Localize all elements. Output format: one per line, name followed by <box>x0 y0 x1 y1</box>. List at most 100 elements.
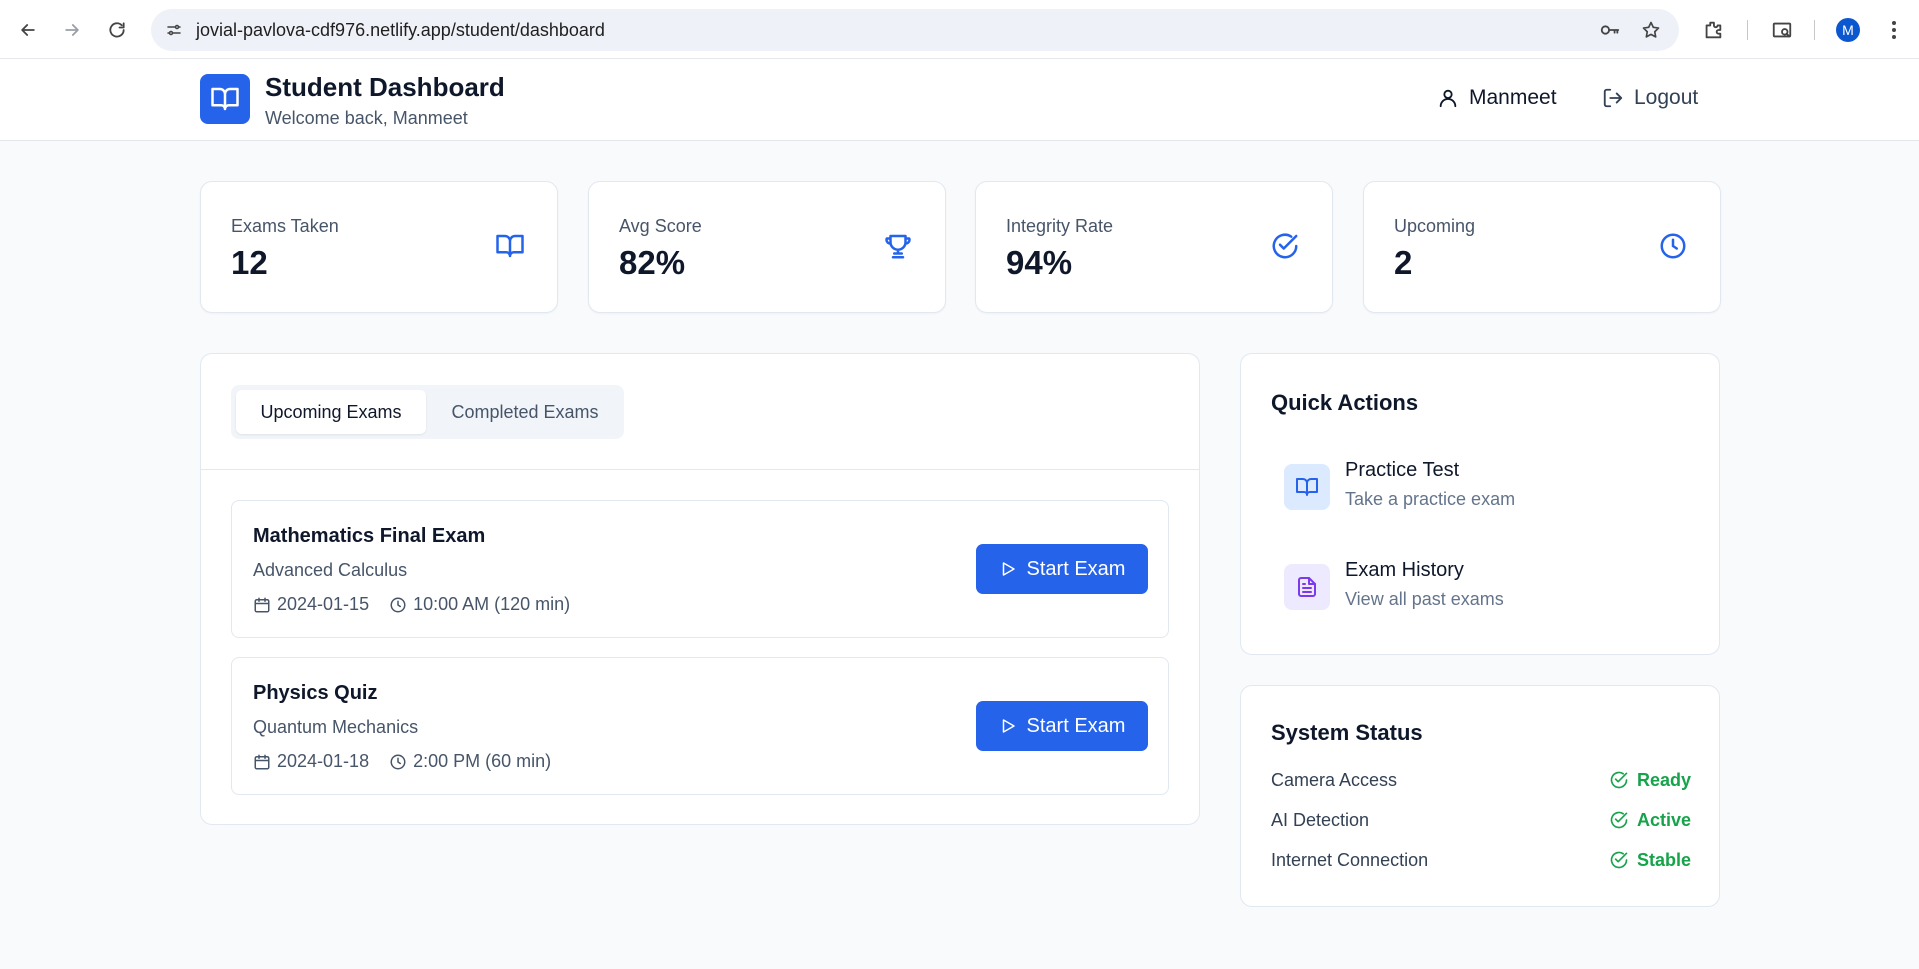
exam-title: Physics Quiz <box>253 682 378 704</box>
exam-subject: Advanced Calculus <box>253 560 408 580</box>
stat-value: 2 <box>1394 244 1413 281</box>
bookmark-star-icon[interactable] <box>1640 19 1662 41</box>
check-circle-icon <box>1610 771 1628 789</box>
exam-meta: 2024-01-15 10:00 AM (120 min) <box>253 594 590 615</box>
check-circle-icon <box>1610 811 1628 829</box>
clock-icon <box>390 754 406 769</box>
address-bar[interactable]: jovial-pavlova-cdf976.netlify.app/studen… <box>151 9 1679 51</box>
exams-panel: Upcoming Exams Completed Exams Mathemati… <box>200 353 1200 825</box>
start-exam-button[interactable]: Start Exam <box>976 544 1148 594</box>
status-name: Camera Access <box>1271 769 1398 790</box>
quick-actions-panel: Quick Actions Practice Test Take a pract… <box>1240 353 1720 655</box>
extensions-icon[interactable] <box>1697 14 1729 46</box>
stat-card-integrity-rate: Integrity Rate 94% <box>975 181 1333 313</box>
welcome-text: Welcome back, Manmeet <box>265 108 468 128</box>
stat-card-avg-score: Avg Score 82% <box>588 181 946 313</box>
practice-test-action[interactable]: Practice Test Take a practice exam <box>1271 450 1691 530</box>
system-status-panel: System Status Camera Access Ready AI Det… <box>1240 685 1720 907</box>
exam-date-text: 2024-01-18 <box>277 751 370 771</box>
exam-meta: 2024-01-18 2:00 PM (60 min) <box>253 751 571 772</box>
back-icon[interactable] <box>12 14 44 46</box>
trophy-icon <box>881 229 915 263</box>
system-status-heading: System Status <box>1271 720 1423 745</box>
qa-desc: View all past exams <box>1345 589 1504 609</box>
url-text[interactable]: jovial-pavlova-cdf976.netlify.app/studen… <box>196 20 605 40</box>
forward-icon[interactable] <box>56 14 88 46</box>
panel-divider <box>201 469 1199 470</box>
exam-subject: Quantum Mechanics <box>253 717 419 737</box>
logout-button[interactable]: Logout <box>1602 86 1698 110</box>
user-icon <box>1439 89 1457 108</box>
toolbar-divider <box>1814 20 1815 40</box>
tab-search-icon[interactable] <box>1766 14 1798 46</box>
tab-upcoming-exams[interactable]: Upcoming Exams <box>236 390 426 434</box>
page-title: Student Dashboard <box>265 72 505 102</box>
exam-card: Mathematics Final Exam Advanced Calculus… <box>231 500 1169 638</box>
book-open-icon <box>211 87 239 111</box>
check-circle-icon <box>1268 229 1302 263</box>
status-row-ai-detection: AI Detection Active <box>1271 807 1691 833</box>
app-header: Student Dashboard Welcome back, Manmeet … <box>0 59 1919 141</box>
key-icon[interactable] <box>1599 19 1621 41</box>
profile-avatar[interactable]: M <box>1832 14 1864 46</box>
status-value: Ready <box>1636 769 1691 790</box>
exam-card: Physics Quiz Quantum Mechanics 2024-01-1… <box>231 657 1169 795</box>
clock-icon <box>390 597 406 612</box>
calendar-icon <box>254 754 270 769</box>
stat-value: 94% <box>1006 244 1073 281</box>
toolbar-divider <box>1747 20 1748 40</box>
menu-kebab-icon[interactable] <box>1878 14 1910 46</box>
play-icon <box>1002 719 1015 733</box>
play-icon <box>1002 562 1015 576</box>
qa-desc: Take a practice exam <box>1345 489 1516 509</box>
exam-title: Mathematics Final Exam <box>253 525 486 547</box>
stat-card-exams-taken: Exams Taken 12 <box>200 181 558 313</box>
exam-history-action[interactable]: Exam History View all past exams <box>1271 550 1691 630</box>
stat-card-upcoming: Upcoming 2 <box>1363 181 1721 313</box>
status-row-internet: Internet Connection Stable <box>1271 847 1691 873</box>
stat-label: Upcoming <box>1394 216 1476 236</box>
status-badge: Ready <box>1609 770 1691 791</box>
browser-toolbar: jovial-pavlova-cdf976.netlify.app/studen… <box>0 0 1919 59</box>
start-exam-label[interactable]: Start Exam <box>1026 557 1126 580</box>
exam-time: 2:00 PM (60 min) <box>389 751 551 772</box>
user-menu-button[interactable]: Manmeet <box>1437 86 1557 110</box>
tab-completed-exams[interactable]: Completed Exams <box>451 401 599 422</box>
stat-label: Exams Taken <box>231 216 339 236</box>
avatar[interactable]: M <box>1836 18 1860 42</box>
exam-date-text: 2024-01-15 <box>277 594 370 614</box>
stat-value: 82% <box>619 244 686 281</box>
status-badge: Stable <box>1609 850 1691 871</box>
clock-icon <box>1656 229 1690 263</box>
qa-title[interactable]: Exam History <box>1345 559 1464 581</box>
user-name[interactable]: Manmeet <box>1469 86 1557 109</box>
book-open-icon <box>493 229 527 263</box>
stat-label: Integrity Rate <box>1006 216 1114 236</box>
exam-date: 2024-01-18 <box>253 751 369 772</box>
status-name: Internet Connection <box>1271 849 1429 870</box>
exam-time-text: 2:00 PM (60 min) <box>413 751 552 771</box>
exam-time: 10:00 AM (120 min) <box>389 594 570 615</box>
status-badge: Active <box>1609 810 1691 831</box>
start-exam-label[interactable]: Start Exam <box>1026 714 1126 737</box>
reload-icon[interactable] <box>101 14 133 46</box>
check-circle-icon <box>1610 851 1628 869</box>
status-value: Active <box>1636 809 1691 830</box>
calendar-icon <box>254 597 270 612</box>
site-info-icon[interactable] <box>163 19 185 41</box>
app-logo <box>200 74 250 124</box>
start-exam-button[interactable]: Start Exam <box>976 701 1148 751</box>
status-name: AI Detection <box>1271 809 1370 830</box>
qa-title[interactable]: Practice Test <box>1345 459 1460 481</box>
logout-label[interactable]: Logout <box>1634 86 1699 109</box>
exam-date: 2024-01-15 <box>253 594 369 615</box>
status-value: Stable <box>1636 849 1691 870</box>
exam-time-text: 10:00 AM (120 min) <box>413 594 571 614</box>
stat-value: 12 <box>231 244 268 281</box>
stat-label: Avg Score <box>619 216 702 236</box>
quick-actions-heading: Quick Actions <box>1271 390 1419 415</box>
file-text-icon <box>1284 564 1330 610</box>
exam-tabs: Upcoming Exams Completed Exams <box>231 385 624 439</box>
status-row-camera: Camera Access Ready <box>1271 767 1691 793</box>
book-open-icon <box>1284 464 1330 510</box>
